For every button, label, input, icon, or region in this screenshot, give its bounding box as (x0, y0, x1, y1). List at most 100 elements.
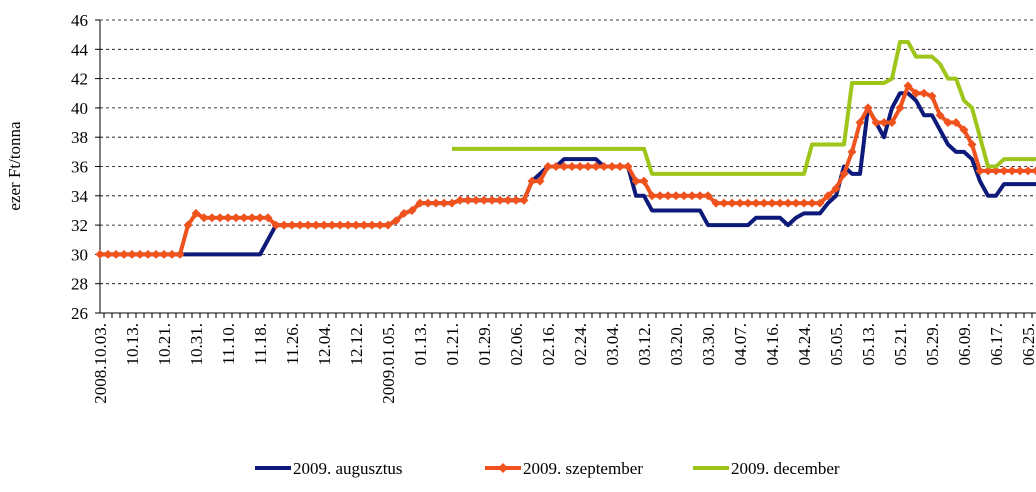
data-point (455, 195, 465, 205)
y-tick-label: 28 (71, 275, 88, 294)
data-point (255, 213, 265, 223)
data-point (527, 176, 537, 186)
data-point (639, 176, 649, 186)
data-point (367, 220, 377, 230)
x-tick-label: 01.21. (443, 323, 462, 366)
data-point (183, 220, 193, 230)
data-point (431, 198, 441, 208)
data-point (311, 220, 321, 230)
data-point (839, 169, 849, 179)
series-line (100, 83, 1036, 257)
y-tick-label: 44 (71, 40, 89, 59)
x-tick-label: 12.04. (315, 323, 334, 366)
data-point (319, 220, 329, 230)
data-point (111, 249, 121, 259)
data-point (447, 198, 457, 208)
legend-marker (498, 463, 508, 473)
x-tick-label: 11.26. (283, 323, 302, 365)
data-point (423, 198, 433, 208)
data-point (711, 198, 721, 208)
x-tick-label: 06.09. (955, 323, 974, 366)
data-point (815, 198, 825, 208)
x-tick-label: 05.05. (827, 323, 846, 366)
data-point (807, 198, 817, 208)
data-point (191, 208, 201, 218)
data-point (439, 198, 449, 208)
x-tick-label: 11.18. (251, 323, 270, 365)
data-point (151, 249, 161, 259)
data-point (487, 195, 497, 205)
data-point (1007, 166, 1017, 176)
x-tick-label: 10.21. (155, 323, 174, 366)
data-point (271, 220, 281, 230)
data-point (207, 213, 217, 223)
data-point (567, 162, 577, 171)
x-tick-label: 01.29. (475, 323, 494, 366)
y-tick-label: 30 (71, 245, 88, 264)
data-point (127, 249, 137, 259)
y-tick-label: 38 (71, 128, 88, 147)
data-point (287, 220, 297, 230)
data-point (703, 191, 713, 201)
data-point (991, 166, 1001, 176)
x-tick-label: 2009.01.05. (379, 323, 398, 404)
data-point (615, 162, 625, 171)
data-point (863, 103, 873, 113)
data-point (671, 191, 681, 201)
x-tick-label: 06.17. (987, 323, 1006, 366)
data-point (175, 249, 185, 259)
data-point (231, 213, 241, 223)
series-line (100, 91, 1036, 257)
x-tick-label: 10.31. (187, 323, 206, 366)
data-point (647, 191, 657, 201)
data-point (831, 183, 841, 193)
data-point (295, 220, 305, 230)
data-point (143, 249, 153, 259)
data-point (135, 249, 145, 259)
data-point (399, 208, 409, 218)
data-point (519, 195, 529, 205)
data-point (791, 198, 801, 208)
x-tick-label: 03.12. (635, 323, 654, 366)
data-point (959, 125, 969, 135)
data-point (239, 213, 249, 223)
data-point (879, 118, 889, 128)
x-tick-label: 03.30. (699, 323, 718, 366)
data-point (847, 147, 857, 157)
data-point (327, 220, 337, 230)
data-point (119, 249, 129, 259)
x-tick-label: 04.07. (731, 323, 750, 366)
data-point (799, 198, 809, 208)
data-point (695, 191, 705, 201)
data-point (583, 162, 593, 171)
x-tick-label: 06.25. (1019, 323, 1036, 366)
data-point (783, 198, 793, 208)
data-point (655, 191, 665, 201)
data-point (223, 213, 233, 223)
data-point (935, 110, 945, 120)
data-point (1031, 166, 1036, 176)
data-point (335, 220, 345, 230)
data-point (495, 195, 505, 205)
y-tick-label: 42 (71, 70, 88, 89)
data-point (279, 220, 289, 230)
data-point (391, 216, 401, 226)
data-point (911, 88, 921, 98)
data-point (751, 198, 761, 208)
data-point (247, 213, 257, 223)
data-point (727, 198, 737, 208)
data-point (351, 220, 361, 230)
y-tick-label: 46 (71, 11, 88, 30)
data-point (599, 162, 609, 171)
data-point (535, 176, 545, 186)
data-point (511, 195, 521, 205)
data-point (759, 198, 769, 208)
data-point (303, 220, 313, 230)
data-point (559, 162, 569, 171)
data-point (159, 249, 169, 259)
x-tick-label: 11.10. (219, 323, 238, 365)
data-point (503, 195, 513, 205)
data-point (767, 198, 777, 208)
data-point (631, 176, 641, 186)
